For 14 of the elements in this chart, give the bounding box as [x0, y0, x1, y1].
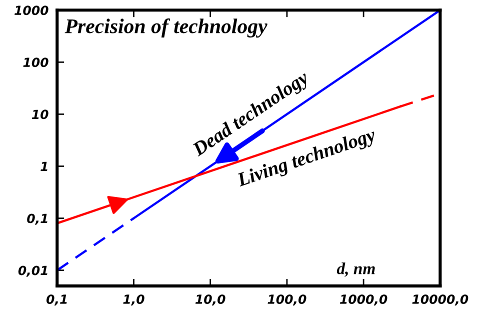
y-tick-label: 0,01 — [18, 266, 48, 277]
x-axis-title: d, nm — [336, 262, 375, 277]
x-tick-label: 1,0 — [123, 294, 144, 306]
y-tick-label: 0,1 — [27, 214, 48, 225]
x-tick-label: 100,0 — [268, 294, 306, 306]
x-tick-label: 1000,0 — [340, 294, 388, 306]
chart-title: Precision of technology — [64, 18, 268, 38]
y-tick-label: 10 — [32, 110, 48, 120]
y-tick-label: 1 — [40, 162, 48, 171]
y-tick-label: 100 — [23, 58, 48, 68]
x-tick-label: 10,0 — [195, 294, 226, 306]
x-tick-label: 0,1 — [46, 294, 67, 306]
x-tick-label: 10000,0 — [412, 294, 468, 306]
y-tick-label: 1000 — [14, 6, 48, 16]
